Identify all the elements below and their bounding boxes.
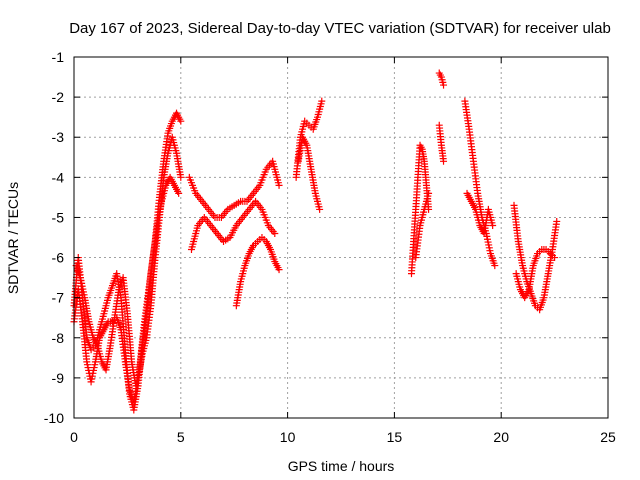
y-tick-label: -2 bbox=[52, 89, 65, 105]
x-tick-label: 15 bbox=[387, 429, 403, 445]
y-tick-label: -1 bbox=[52, 49, 65, 65]
y-tick-label: -3 bbox=[52, 129, 65, 145]
data-point bbox=[489, 221, 497, 229]
data-point bbox=[275, 181, 283, 189]
x-axis: 0 5 10 15 20 25 bbox=[70, 57, 616, 445]
grid-lines bbox=[74, 57, 608, 418]
x-tick-label: 20 bbox=[493, 429, 509, 445]
y-axis-label: SDTVAR / TECUs bbox=[5, 182, 21, 294]
data-point bbox=[316, 205, 324, 213]
chart-title: Day 167 of 2023, Sidereal Day-to-day VTE… bbox=[69, 20, 611, 37]
data-point bbox=[440, 157, 448, 165]
data-point bbox=[440, 81, 448, 89]
y-tick-label: -7 bbox=[52, 290, 65, 306]
x-tick-label: 25 bbox=[600, 429, 616, 445]
y-tick-label: -6 bbox=[52, 250, 65, 266]
x-axis-label: GPS time / hours bbox=[288, 458, 395, 474]
data-point bbox=[175, 189, 183, 197]
x-tick-label: 10 bbox=[280, 429, 296, 445]
x-tick-label: 0 bbox=[70, 429, 78, 445]
data-point bbox=[177, 173, 185, 181]
y-tick-label: -4 bbox=[52, 169, 65, 185]
data-point bbox=[551, 254, 559, 262]
y-tick-label: -5 bbox=[52, 209, 65, 225]
x-tick-label: 5 bbox=[177, 429, 185, 445]
data-point bbox=[177, 117, 185, 125]
data-point bbox=[491, 262, 499, 270]
y-tick-label: -9 bbox=[52, 370, 65, 386]
plot-frame bbox=[73, 56, 609, 419]
data-point bbox=[275, 266, 283, 274]
data-point bbox=[271, 229, 279, 237]
data-points bbox=[70, 69, 561, 414]
y-tick-label: -8 bbox=[52, 330, 65, 346]
data-point bbox=[553, 217, 561, 225]
data-point bbox=[318, 97, 326, 105]
y-tick-label: -10 bbox=[44, 410, 64, 426]
data-point bbox=[425, 189, 433, 197]
y-axis: -1 -2 -3 -4 -5 -6 -7 -8 -9 -10 bbox=[44, 49, 608, 426]
